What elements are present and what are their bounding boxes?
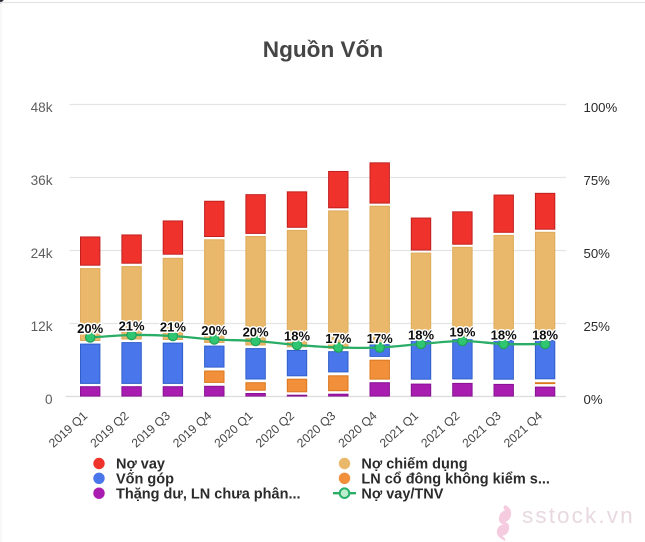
svg-text:48k: 48k xyxy=(31,100,53,115)
svg-text:17%: 17% xyxy=(325,331,351,346)
svg-text:Vốn góp: Vốn góp xyxy=(116,472,174,488)
svg-text:Thặng dư, LN chưa phân...: Thặng dư, LN chưa phân... xyxy=(116,486,301,502)
svg-text:sstock.vn: sstock.vn xyxy=(522,503,635,528)
svg-text:18%: 18% xyxy=(284,329,310,344)
svg-text:Nợ vay: Nợ vay xyxy=(116,457,165,473)
svg-text:36k: 36k xyxy=(31,173,53,188)
svg-text:75%: 75% xyxy=(584,173,611,188)
svg-text:0: 0 xyxy=(45,392,53,407)
svg-text:18%: 18% xyxy=(408,328,434,343)
svg-text:0%: 0% xyxy=(584,392,603,407)
svg-text:20%: 20% xyxy=(77,321,103,336)
svg-text:100%: 100% xyxy=(584,100,618,115)
svg-text:50%: 50% xyxy=(584,246,611,261)
svg-text:25%: 25% xyxy=(584,319,611,334)
svg-text:19%: 19% xyxy=(449,325,475,340)
svg-text:18%: 18% xyxy=(491,328,517,343)
svg-text:20%: 20% xyxy=(243,325,269,340)
svg-text:Nợ vay/TNV: Nợ vay/TNV xyxy=(361,486,443,502)
svg-text:18%: 18% xyxy=(532,328,558,343)
svg-text:Nguồn Vốn: Nguồn Vốn xyxy=(263,37,383,62)
svg-text:24k: 24k xyxy=(31,246,53,261)
svg-text:21%: 21% xyxy=(160,320,186,335)
svg-text:LN cổ đông không kiểm s...: LN cổ đông không kiểm s... xyxy=(361,472,550,488)
svg-text:20%: 20% xyxy=(201,323,227,338)
svg-text:12k: 12k xyxy=(31,319,53,334)
svg-text:21%: 21% xyxy=(119,319,145,334)
svg-text:Nợ chiếm dụng: Nợ chiếm dụng xyxy=(361,457,467,473)
svg-text:17%: 17% xyxy=(367,331,393,346)
